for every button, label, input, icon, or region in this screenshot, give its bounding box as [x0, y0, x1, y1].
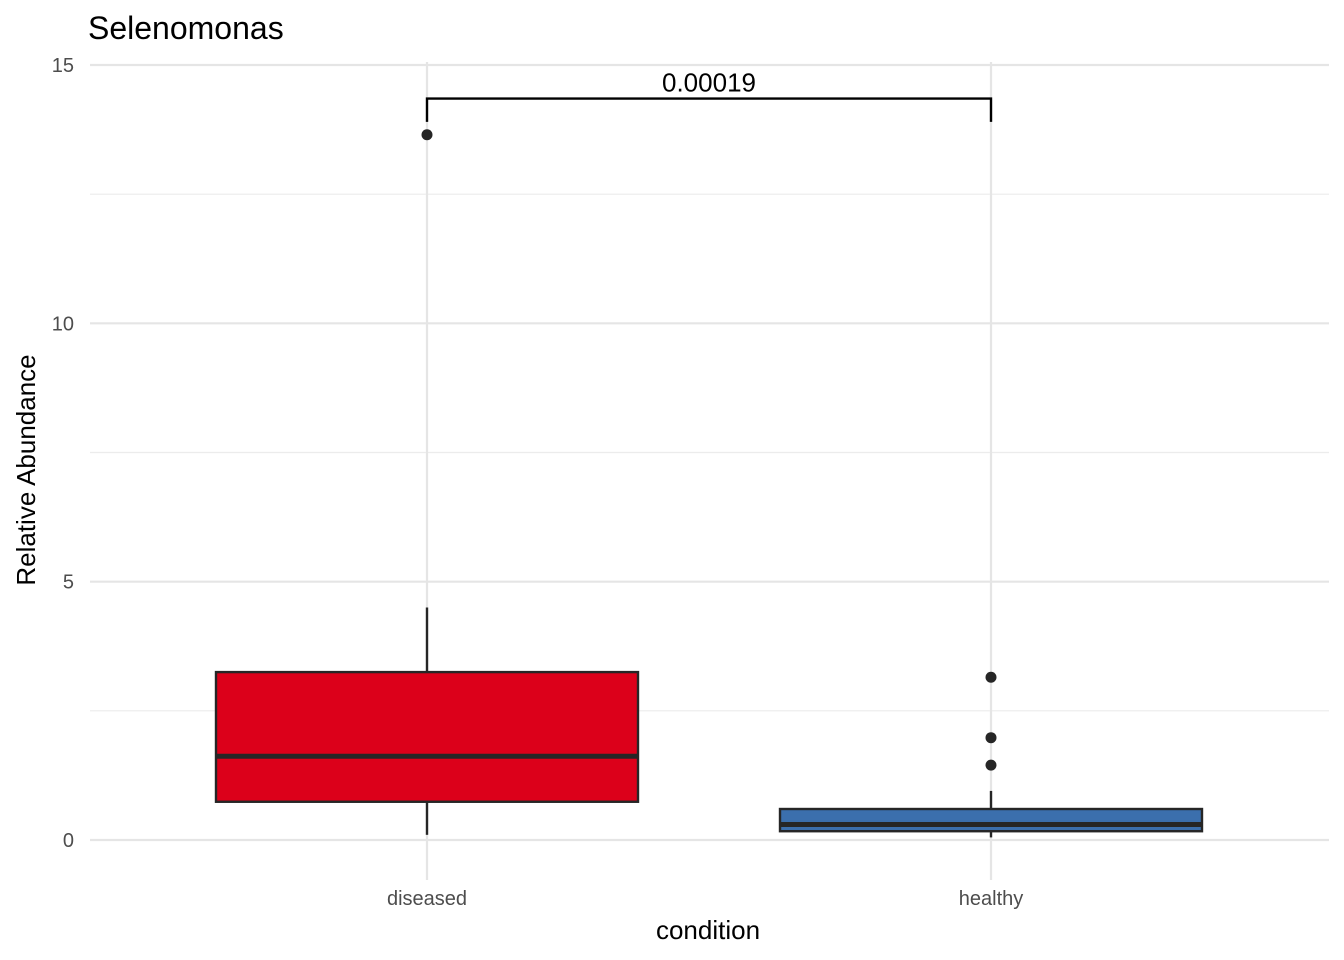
outlier-point — [985, 759, 997, 771]
significance-bracket — [425, 97, 993, 122]
y-tick-label: 15 — [52, 55, 74, 77]
y-tick-label: 10 — [52, 313, 74, 335]
chart-title: Selenomonas — [88, 10, 284, 46]
x-tick-label: healthy — [959, 888, 1024, 910]
outlier-point — [985, 671, 997, 683]
y-tick-label: 0 — [63, 830, 74, 852]
p-value-label: 0.00019 — [662, 68, 756, 98]
x-tick-label: diseased — [387, 888, 467, 910]
x-axis-title: condition — [656, 915, 760, 945]
outlier-point — [985, 732, 997, 744]
y-axis-title: Relative Abundance — [11, 354, 41, 585]
box-healthy — [778, 807, 1204, 833]
outlier-point — [421, 129, 433, 141]
boxes — [214, 129, 1204, 838]
y-tick-label: 5 — [63, 572, 74, 594]
tick-labels: 0 5 10 15 diseased healthy — [52, 55, 1024, 910]
annotations: 0.00019 — [425, 68, 993, 122]
box-diseased — [214, 670, 640, 803]
grid — [90, 62, 1329, 880]
